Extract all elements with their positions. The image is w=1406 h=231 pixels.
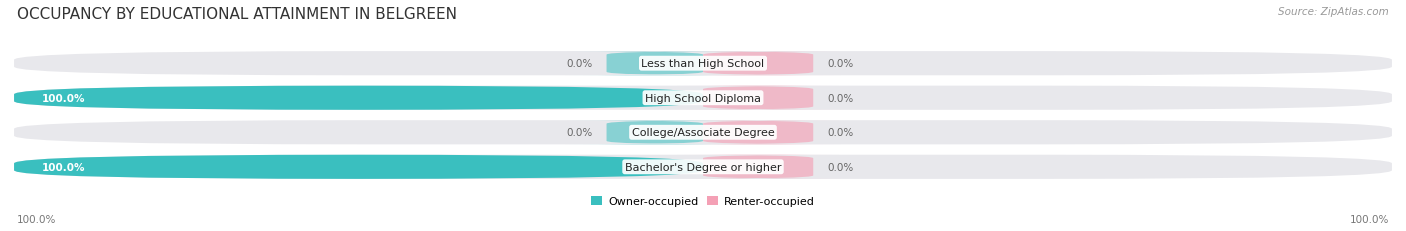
Text: Source: ZipAtlas.com: Source: ZipAtlas.com: [1278, 7, 1389, 17]
Text: 100.0%: 100.0%: [42, 162, 86, 172]
Text: 0.0%: 0.0%: [567, 128, 593, 138]
FancyBboxPatch shape: [14, 86, 1392, 110]
FancyBboxPatch shape: [565, 121, 744, 145]
Text: 0.0%: 0.0%: [827, 128, 853, 138]
Text: College/Associate Degree: College/Associate Degree: [631, 128, 775, 138]
Text: 0.0%: 0.0%: [827, 93, 853, 103]
Text: High School Diploma: High School Diploma: [645, 93, 761, 103]
FancyBboxPatch shape: [14, 155, 703, 179]
FancyBboxPatch shape: [14, 121, 1392, 145]
FancyBboxPatch shape: [675, 121, 841, 145]
Text: 100.0%: 100.0%: [42, 93, 86, 103]
FancyBboxPatch shape: [675, 86, 841, 110]
Text: 100.0%: 100.0%: [1350, 214, 1389, 224]
Legend: Owner-occupied, Renter-occupied: Owner-occupied, Renter-occupied: [586, 191, 820, 210]
FancyBboxPatch shape: [675, 155, 841, 179]
FancyBboxPatch shape: [675, 52, 841, 76]
Text: 0.0%: 0.0%: [827, 162, 853, 172]
FancyBboxPatch shape: [14, 155, 1392, 179]
Text: Bachelor's Degree or higher: Bachelor's Degree or higher: [624, 162, 782, 172]
FancyBboxPatch shape: [14, 52, 1392, 76]
Text: OCCUPANCY BY EDUCATIONAL ATTAINMENT IN BELGREEN: OCCUPANCY BY EDUCATIONAL ATTAINMENT IN B…: [17, 7, 457, 22]
Text: 0.0%: 0.0%: [827, 59, 853, 69]
FancyBboxPatch shape: [14, 86, 703, 110]
Text: 0.0%: 0.0%: [567, 59, 593, 69]
Text: Less than High School: Less than High School: [641, 59, 765, 69]
FancyBboxPatch shape: [565, 52, 744, 76]
Text: 100.0%: 100.0%: [17, 214, 56, 224]
